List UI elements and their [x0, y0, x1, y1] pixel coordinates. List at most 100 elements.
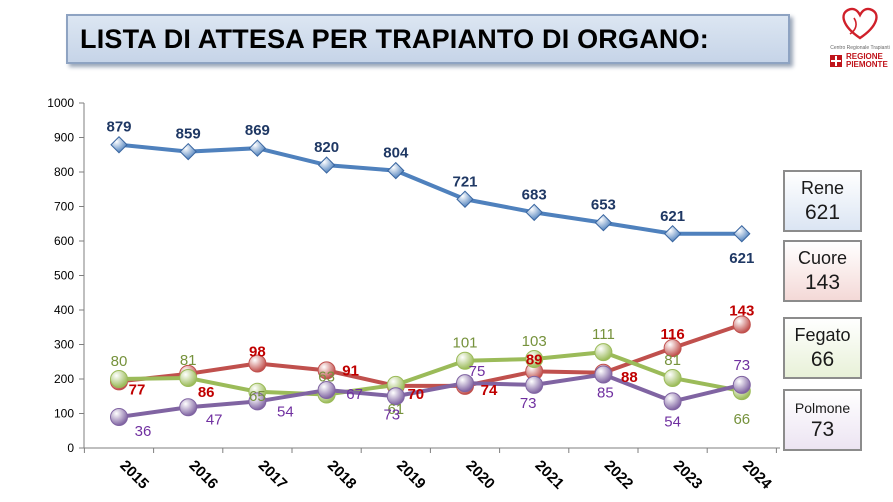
data-label-polmone: 73 — [733, 357, 750, 374]
y-tick-label: 600 — [54, 234, 74, 248]
data-point-fegato — [179, 368, 198, 387]
data-point-polmone — [248, 392, 267, 411]
data-label-cuore: 91 — [342, 362, 359, 379]
data-point-polmone — [525, 375, 544, 394]
legend-value: 66 — [810, 348, 835, 371]
data-label-polmone: 54 — [664, 413, 681, 430]
data-point-rene — [179, 142, 197, 161]
data-point-cuore — [732, 315, 751, 334]
data-point-rene — [594, 214, 613, 232]
y-tick-label: 900 — [54, 131, 74, 145]
legend-name: Fegato — [794, 325, 851, 345]
y-tick-label: 400 — [54, 303, 74, 317]
data-label-cuore: 98 — [249, 343, 266, 360]
data-label-fegato: 81 — [180, 352, 197, 369]
data-label-fegato: 81 — [664, 352, 681, 369]
y-tick-label: 1000 — [47, 96, 74, 110]
data-label-rene: 879 — [106, 119, 131, 136]
data-label-polmone: 73 — [520, 395, 537, 412]
data-label-cuore: 77 — [129, 381, 146, 398]
data-point-polmone — [179, 398, 198, 417]
data-label-cuore: 116 — [660, 326, 684, 343]
data-point-polmone — [456, 374, 474, 393]
x-tick-label: 2015 — [116, 457, 152, 493]
legend-box-fegato: Fegato 66 — [783, 317, 862, 379]
y-tick-label: 0 — [67, 441, 74, 455]
data-label-rene: 653 — [591, 197, 616, 214]
series-line-cuore — [118, 322, 743, 388]
data-point-cuore — [248, 354, 267, 373]
data-label-fegato: 103 — [522, 333, 547, 350]
data-label-cuore: 88 — [621, 369, 638, 386]
x-tick-label: 2019 — [393, 457, 429, 493]
data-label-polmone: 47 — [206, 411, 223, 428]
logo-regione: REGIONE PIEMONTE — [846, 53, 888, 69]
legend-box-rene: Rene 621 — [783, 170, 862, 232]
page-title: LISTA DI ATTESA PER TRAPIANTO DI ORGANO: — [80, 24, 709, 54]
data-point-rene — [387, 161, 405, 180]
data-label-rene: 820 — [314, 139, 339, 156]
data-label-rene: 721 — [452, 173, 477, 190]
legend-box-polmone: Polmone 73 — [783, 389, 862, 451]
legend-value: 621 — [804, 201, 841, 224]
data-label-fegato: 111 — [592, 326, 615, 343]
heart-logo-icon — [842, 7, 878, 40]
data-label-fegato: 61 — [387, 401, 404, 418]
data-point-rene — [248, 139, 267, 157]
data-point-polmone — [663, 392, 682, 411]
legend-value: 143 — [804, 271, 841, 294]
data-label-rene: 621 — [729, 250, 754, 267]
data-label-cuore: 143 — [729, 302, 754, 319]
data-point-fegato — [663, 368, 682, 387]
data-label-fegato: 65 — [249, 388, 266, 405]
y-tick-label: 800 — [54, 165, 74, 179]
data-label-cuore: 89 — [526, 351, 543, 368]
x-tick-label: 2018 — [324, 457, 360, 493]
data-point-rene — [525, 203, 543, 222]
data-label-polmone: 73 — [383, 406, 400, 423]
logo-caption: Centro Regionale Trapianti — [830, 45, 890, 51]
data-point-fegato — [525, 349, 544, 368]
data-point-rene — [663, 225, 682, 243]
logo-piemonte-text: PIEMONTE — [846, 60, 888, 69]
data-label-rene: 683 — [522, 186, 547, 203]
x-tick-label: 2017 — [255, 457, 291, 493]
data-point-fegato — [594, 343, 613, 362]
y-tick-label: 300 — [54, 338, 74, 352]
data-label-rene: 869 — [245, 122, 270, 139]
data-label-rene: 804 — [383, 145, 409, 162]
data-point-rene — [317, 156, 336, 174]
data-point-polmone — [110, 407, 128, 426]
y-tick-label: 700 — [54, 200, 74, 214]
x-tick-label: 2024 — [739, 457, 775, 493]
x-tick-label: 2016 — [186, 457, 222, 493]
data-label-cuore: 70 — [407, 386, 424, 403]
legend-box-cuore: Cuore 143 — [783, 240, 862, 302]
data-point-cuore — [317, 361, 336, 380]
data-label-polmone: 85 — [597, 385, 614, 402]
data-label-rene: 859 — [176, 126, 201, 143]
data-label-polmone: 75 — [469, 363, 486, 380]
data-point-cuore — [663, 338, 682, 357]
data-point-polmone — [386, 387, 405, 406]
series-line-fegato — [118, 350, 743, 397]
data-point-rene — [456, 190, 474, 208]
series-line-polmone — [118, 372, 743, 419]
data-label-fegato: 80 — [111, 353, 128, 370]
data-label-cuore: 74 — [481, 382, 498, 399]
x-tick-label: 2020 — [462, 457, 498, 493]
x-tick-label: 2022 — [601, 457, 637, 493]
logo-regione-text: REGIONE — [846, 52, 883, 61]
data-point-polmone — [317, 381, 336, 400]
data-label-cuore: 86 — [198, 384, 215, 401]
data-point-fegato — [456, 351, 474, 370]
x-tick-label: 2023 — [670, 457, 706, 493]
data-point-fegato — [110, 370, 128, 388]
legend-name: Polmone — [794, 400, 851, 416]
data-label-fegato: 101 — [452, 335, 477, 352]
logo: Centro Regionale Trapianti REGIONE PIEMO… — [828, 4, 892, 70]
data-point-polmone — [732, 375, 751, 394]
data-label-polmone: 36 — [135, 423, 152, 440]
data-label-fegato: 63 — [318, 369, 335, 386]
